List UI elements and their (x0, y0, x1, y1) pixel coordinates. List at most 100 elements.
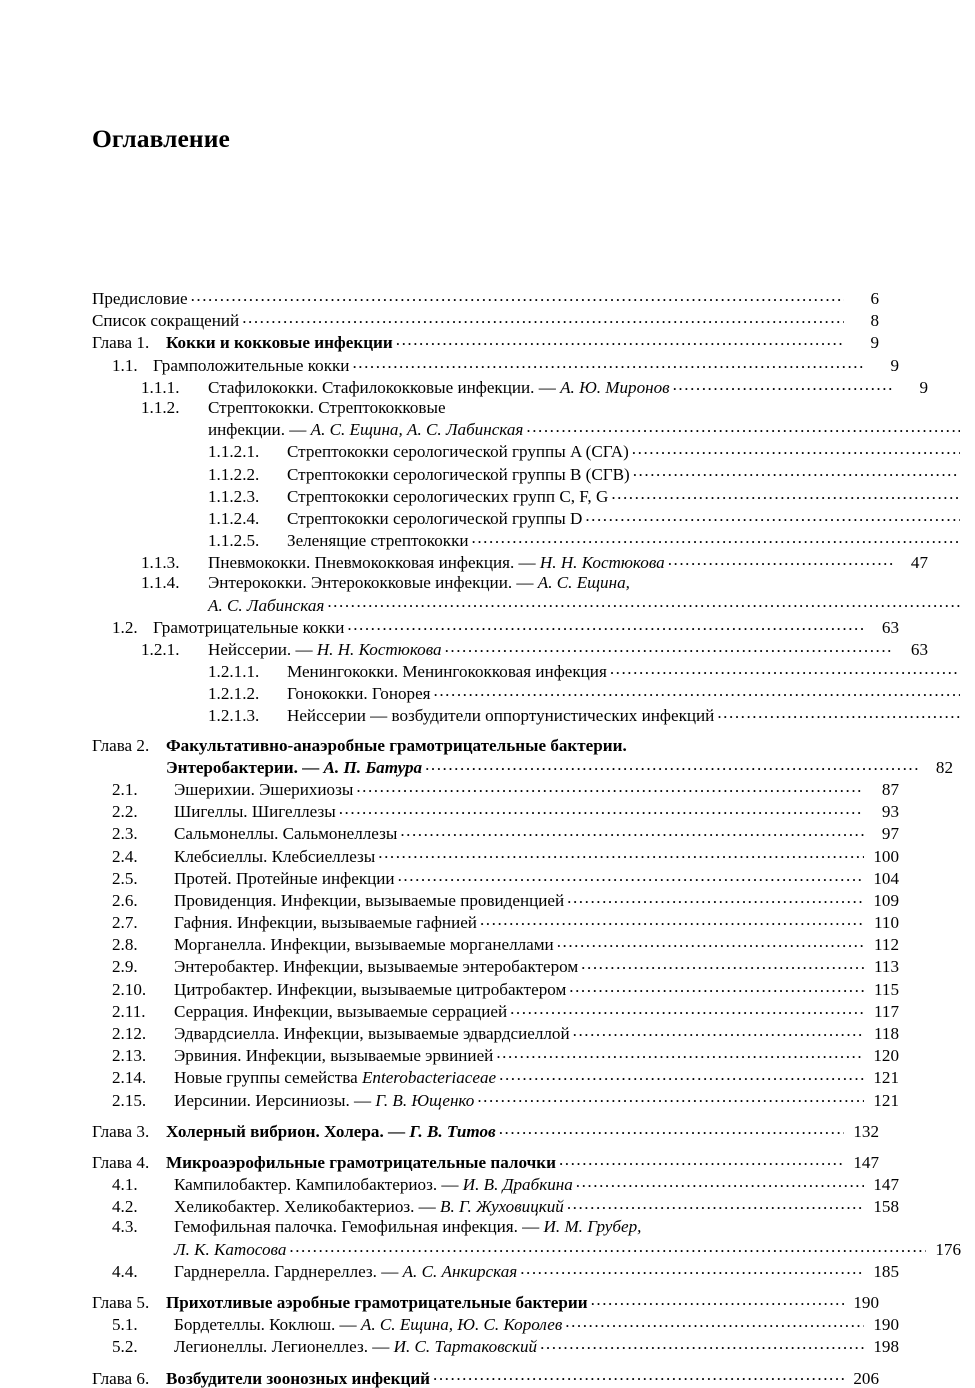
toc-entry-page-number[interactable]: 115 (873, 979, 899, 999)
toc-entry-page-number[interactable]: 100 (873, 846, 899, 866)
toc-entry[interactable]: 1.1.2.3. Стрептококки серологических груп… (92, 485, 975, 507)
toc-entry-page-number[interactable]: 110 (873, 913, 899, 933)
toc-entry-page-number[interactable]: 93 (881, 802, 899, 822)
toc-entry-page-number[interactable]: 112 (873, 935, 899, 955)
toc-entry[interactable]: 1.1.2. Стрептококки. Стрептококковые (92, 398, 928, 418)
toc-entry[interactable]: Л. К. Катосова 176 (92, 1238, 961, 1260)
toc-entry[interactable]: 2.11. Серрация. Инфекции, вызываемые серр… (92, 1000, 899, 1022)
toc-entry-page-number[interactable]: 23 (961, 442, 975, 462)
dot-leader (540, 1335, 864, 1352)
toc-entry-page-number[interactable]: 63 (910, 639, 928, 659)
toc-entry-page-number[interactable]: 132 (853, 1121, 879, 1141)
toc-entry-page-number[interactable]: 21 (961, 420, 975, 440)
toc-entry[interactable]: Глава 6. Возбудители зоонозных инфекций 20… (92, 1366, 879, 1388)
toc-entry[interactable]: 4.2. Хеликобактер. Хеликобактериоз. — В. … (92, 1195, 899, 1217)
toc-entry-page-number[interactable]: 158 (873, 1197, 899, 1217)
toc-entry-label: Стрептококки серологической группы D (287, 509, 582, 529)
toc-entry-page-number[interactable]: 117 (873, 1001, 899, 1021)
toc-entry[interactable]: Список сокращений 8 (92, 309, 879, 331)
toc-entry[interactable]: 4.1. Кампилобактер. Кампилобактериоз. — И… (92, 1173, 899, 1195)
toc-entry[interactable]: 2.7. Гафния. Инфекции, вызываемые гафнией… (92, 911, 899, 933)
toc-entry-page-number[interactable]: 27 (961, 465, 975, 485)
toc-entry-page-number[interactable]: 9 (870, 333, 879, 353)
toc-entry[interactable]: Глава 4. Микроаэрофильные грамотрицательн… (92, 1151, 879, 1173)
toc-entry-page-number[interactable]: 82 (935, 757, 953, 777)
toc-entry[interactable]: 5.1. Бордетеллы. Коклюш. — А. С. Ещина, Ю… (92, 1313, 899, 1335)
toc-entry-page-number[interactable]: 120 (873, 1046, 899, 1066)
toc-entry[interactable]: 1.1.2.2. Стрептококки серологической груп… (92, 462, 975, 484)
toc-entry[interactable]: Предисловие 6 (92, 287, 879, 309)
toc-entry[interactable]: 1.2.1.3. Нейссерии — возбудители оппортун… (92, 704, 975, 726)
toc-entry[interactable]: 1.1.4. Энтерококки. Энтерококковые инфекц… (92, 573, 928, 593)
toc-entry-page-number[interactable]: 190 (853, 1292, 879, 1312)
toc-entry[interactable]: 1.1.1. Стафилококки. Стафилококковые инфе… (92, 376, 928, 398)
toc-entry-page-number[interactable]: 74 (961, 684, 975, 704)
toc-entry[interactable]: инфекции. — А. С. Ещина, А. С. Лабинская… (92, 418, 975, 440)
toc-entry-page-number[interactable]: 6 (870, 289, 879, 309)
toc-entry[interactable]: 2.5. Протей. Протейные инфекции 104 (92, 867, 899, 889)
toc-entry[interactable]: Глава 3. Холерный вибрион. Холера. — Г. В… (92, 1120, 879, 1142)
toc-entry[interactable]: 1.1.2.5. Зеленящие стрептококки 30 (92, 529, 975, 551)
toc-entry[interactable]: Энтеробактерии. — А. П. Батура 82 (92, 756, 953, 778)
toc-entry[interactable]: 2.8. Морганелла. Инфекции, вызываемые мор… (92, 933, 899, 955)
toc-entry-page-number[interactable]: 29 (961, 487, 975, 507)
toc-entry[interactable]: 4.3. Гемофильная палочка. Гемофильная инф… (92, 1217, 899, 1237)
toc-entry[interactable]: 1.1.2.1. Стрептококки серологической груп… (92, 440, 975, 462)
toc-entry-title: инфекции. — (208, 420, 311, 440)
toc-entry-page-number[interactable]: 109 (873, 890, 899, 910)
toc-entry-page-number[interactable]: 56 (961, 596, 975, 616)
toc-entry-page-number[interactable]: 206 (853, 1368, 879, 1388)
toc-entry-label: Хеликобактер. Хеликобактериоз. — В. Г. Ж… (174, 1197, 564, 1217)
toc-entry[interactable]: 2.12. Эдвардсиелла. Инфекции, вызываемые … (92, 1022, 899, 1044)
toc-entry-label: Новые группы семейства Enterobacteriacea… (174, 1068, 496, 1088)
toc-entry[interactable]: 2.10. Цитробактер. Инфекции, вызываемые ц… (92, 978, 899, 1000)
toc-entry[interactable]: 2.3. Сальмонеллы. Сальмонеллезы 97 (92, 822, 899, 844)
toc-entry-page-number[interactable]: 64 (961, 662, 975, 682)
toc-entry-page-number[interactable]: 87 (881, 779, 899, 799)
toc-entry-page-number[interactable]: 9 (919, 377, 928, 397)
toc-entry-page-number[interactable]: 121 (873, 1090, 899, 1110)
toc-entry[interactable]: 5.2. Легионеллы. Легионеллез. — И. С. Тар… (92, 1335, 899, 1357)
toc-entry-page-number[interactable]: 47 (910, 553, 928, 573)
toc-entry[interactable]: 2.6. Провиденция. Инфекции, вызываемые пр… (92, 889, 899, 911)
toc-entry[interactable]: 2.1. Эшерихии. Эшерихиозы 87 (92, 778, 899, 800)
toc-entry-page-number[interactable]: 8 (870, 311, 879, 331)
toc-entry[interactable]: 1.1.3. Пневмококки. Пневмококковая инфекц… (92, 551, 928, 573)
toc-entry-page-number[interactable]: 185 (873, 1261, 899, 1281)
toc-entry-page-number[interactable]: 198 (873, 1337, 899, 1357)
toc-entry-page-number[interactable]: 30 (961, 509, 975, 529)
toc-entry[interactable]: Глава 2. Факультативно-анаэробные грамотр… (92, 736, 879, 756)
toc-entry-page-number[interactable]: 97 (881, 824, 899, 844)
toc-entry[interactable]: 1.2.1. Нейссерии. — Н. Н. Костюкова 63 (92, 638, 928, 660)
toc-entry-page-number[interactable]: 63 (881, 617, 899, 637)
toc-entry-page-number[interactable]: 104 (873, 868, 899, 888)
toc-entry[interactable]: 1.1. Грамположительные кокки 9 (92, 354, 899, 376)
toc-entry[interactable]: 1.2. Грамотрицательные кокки 63 (92, 616, 899, 638)
toc-entry-page-number[interactable]: 113 (873, 957, 899, 977)
toc-entry-label: Шигеллы. Шигеллезы (174, 802, 336, 822)
toc-entry[interactable]: 1.1.2.4. Стрептококки серологической груп… (92, 507, 975, 529)
toc-entry-page-number[interactable]: 30 (961, 531, 975, 551)
toc-entry-page-number[interactable]: 121 (873, 1068, 899, 1088)
toc-entry[interactable]: 1.2.1.1. Менингококки. Менингококковая ин… (92, 660, 975, 682)
toc-entry[interactable]: 2.15. Иерсинии. Иерсиниозы. — Г. В. Ющенк… (92, 1088, 899, 1110)
toc-entry[interactable]: А. С. Лабинская 56 (92, 593, 975, 615)
toc-entry-page-number[interactable]: 147 (873, 1175, 899, 1195)
toc-entry-page-number[interactable]: 118 (873, 1024, 899, 1043)
toc-entry[interactable]: 2.4. Клебсиеллы. Клебсиеллезы 100 (92, 844, 899, 866)
toc-entry[interactable]: 1.2.1.2. Гонококки. Гонорея 74 (92, 682, 975, 704)
toc-entry[interactable]: Глава 1. Кокки и кокковые инфекции 9 (92, 331, 879, 353)
toc-entry[interactable]: 2.14. Новые группы семейства Enterobacter… (92, 1066, 899, 1088)
toc-entry[interactable]: 2.2. Шигеллы. Шигеллезы 93 (92, 800, 899, 822)
toc-entry-page-number[interactable]: 176 (935, 1239, 961, 1259)
toc-entry-label: Гонококки. Гонорея (287, 684, 431, 704)
toc-entry-page-number[interactable]: 9 (890, 355, 899, 375)
toc-entry[interactable]: Глава 5. Прихотливые аэробные грамотрицат… (92, 1291, 879, 1313)
toc-entry[interactable]: 4.4. Гарднерелла. Гарднереллез. — А. С. А… (92, 1260, 899, 1282)
toc-entry-label: Пневмококки. Пневмококковая инфекция. — … (208, 553, 665, 573)
toc-entry-page-number[interactable]: 190 (873, 1315, 899, 1335)
toc-entry-page-number[interactable]: 147 (853, 1152, 879, 1172)
toc-entry[interactable]: 2.13. Эрвиния. Инфекции, вызываемые эрвин… (92, 1044, 899, 1066)
toc-entry-page-number[interactable]: 80 (961, 706, 975, 726)
toc-entry[interactable]: 2.9. Энтеробактер. Инфекции, вызываемые э… (92, 955, 899, 977)
